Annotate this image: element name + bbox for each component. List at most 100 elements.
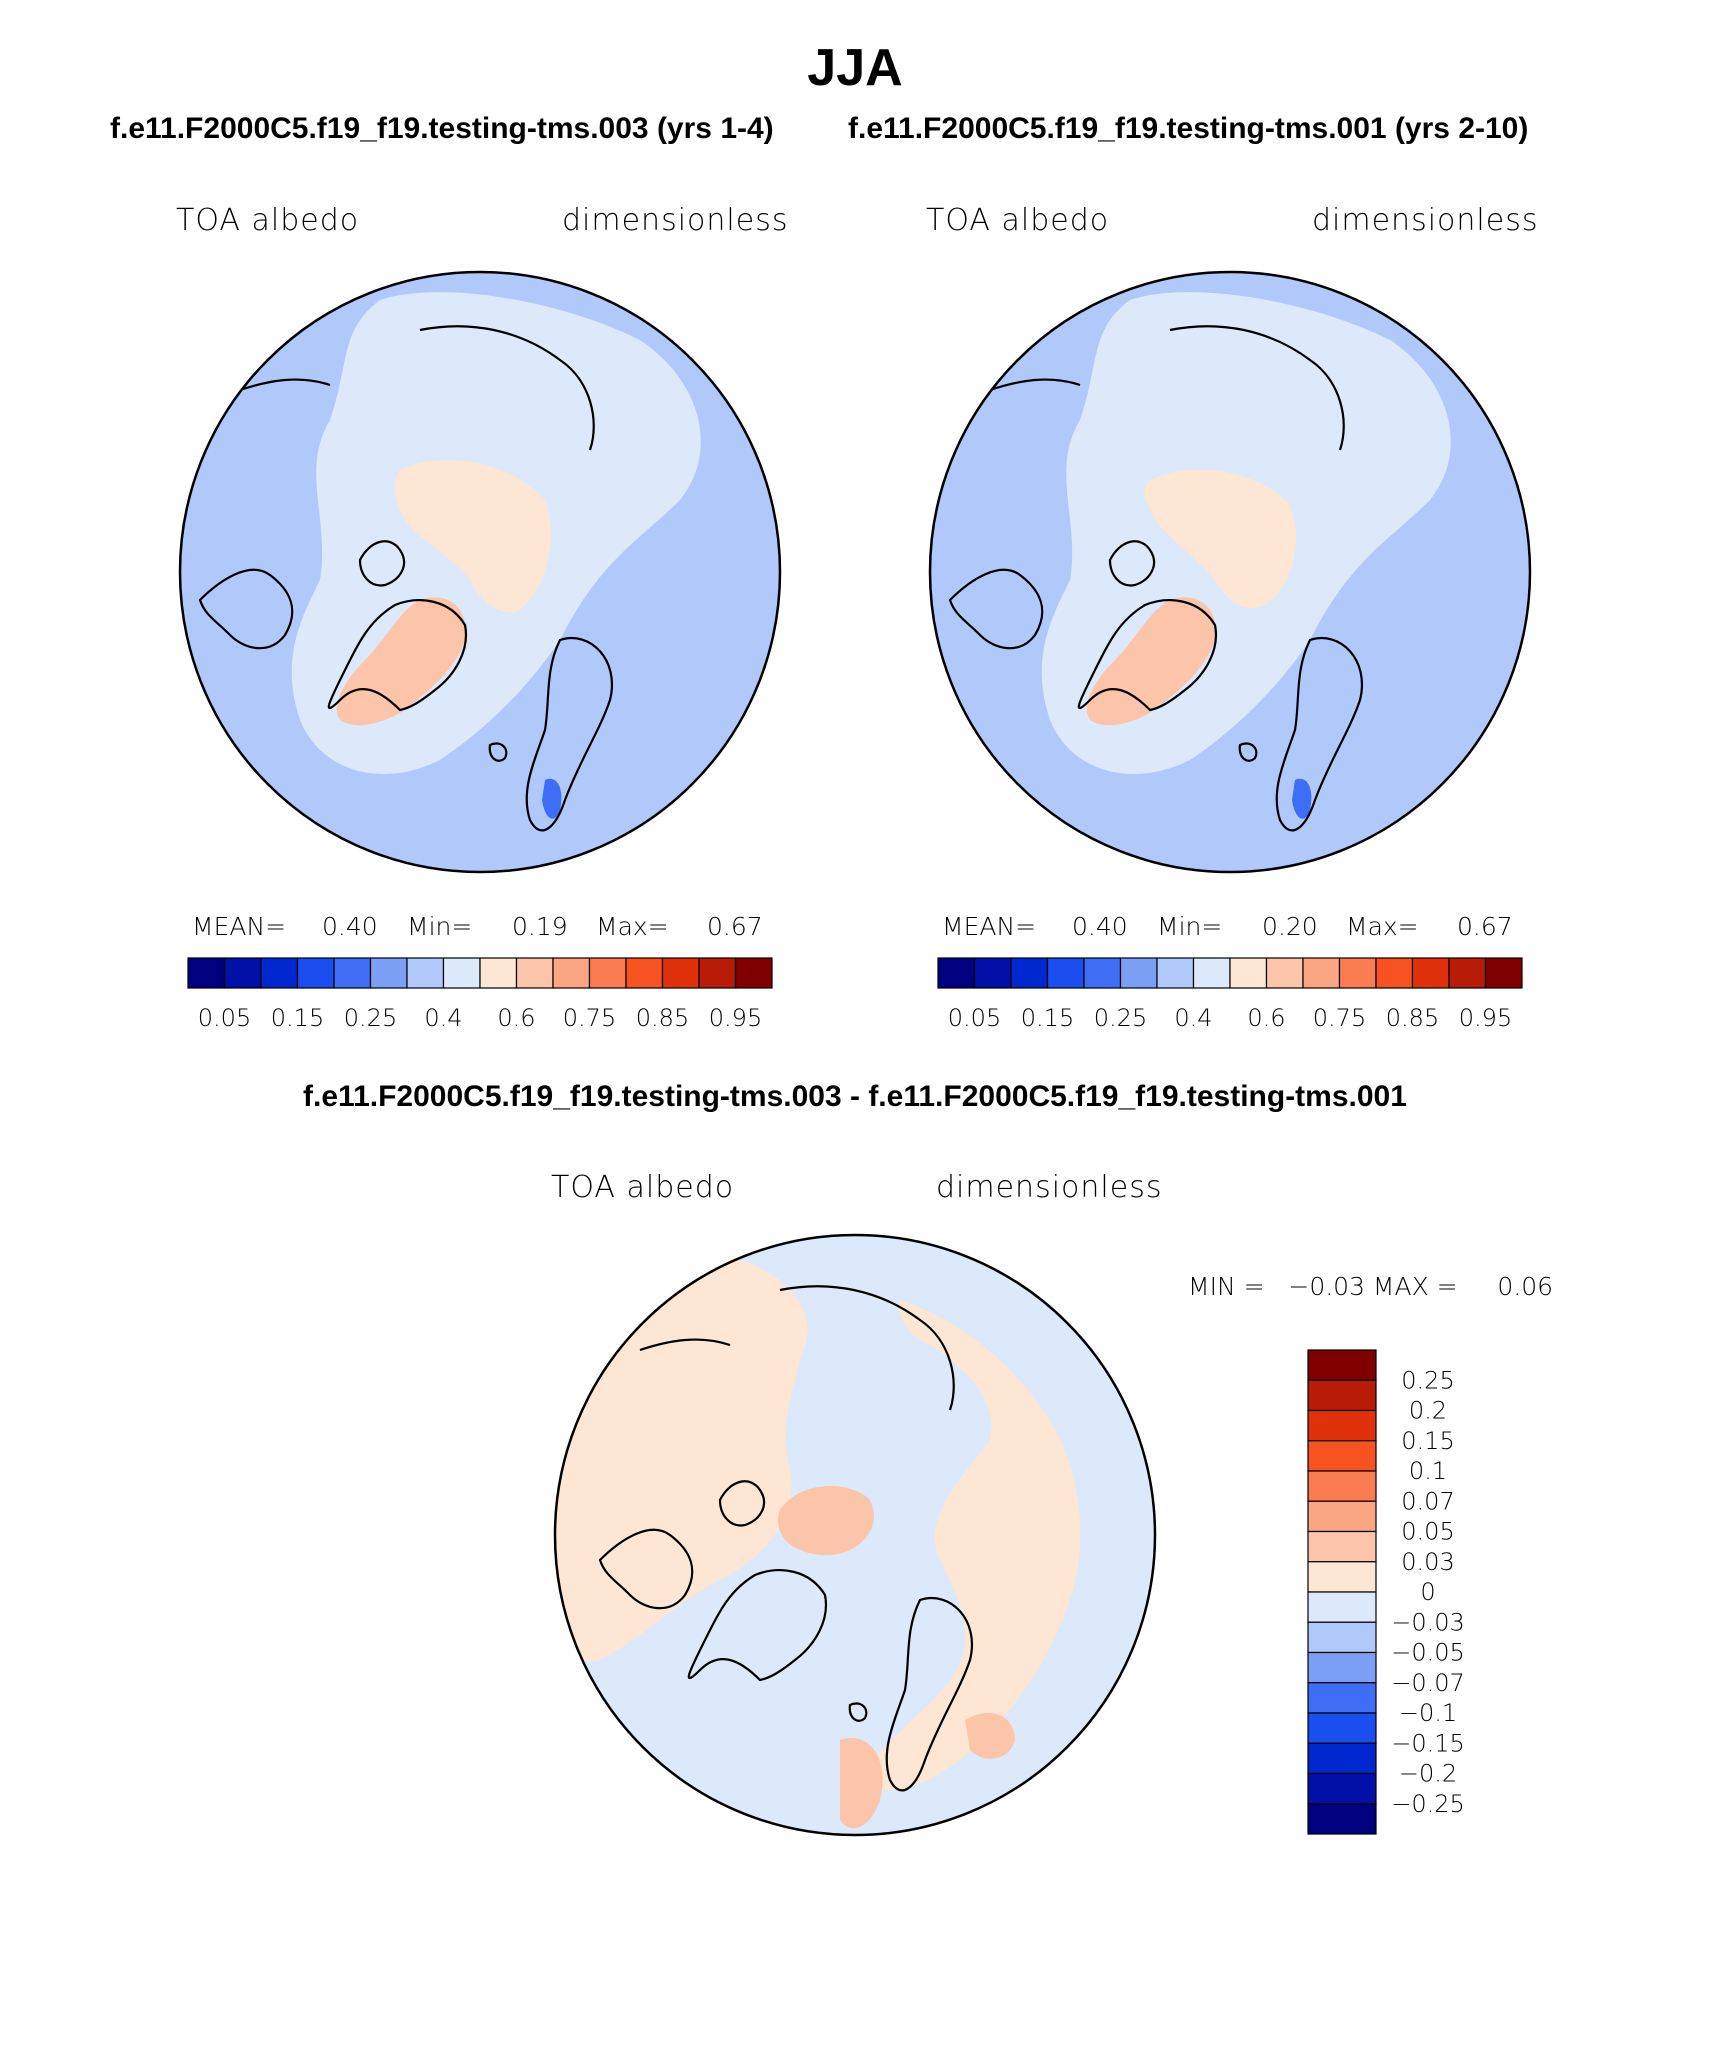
panel2-variable-label: TOA albedo	[926, 203, 1110, 238]
panel1-colorbar-tick-label: 0.75	[563, 1004, 616, 1032]
map1-archipelago-coast	[358, 540, 406, 587]
panel2-max-label: Max=	[1346, 912, 1419, 941]
panel3-colorbar-tick-label: −0.15	[1391, 1729, 1465, 1757]
panel2-colorbar-tick-label: 0.4	[1174, 1004, 1212, 1032]
panel2-map	[930, 272, 1530, 872]
panel1-colorbar-tick-label: 0.4	[424, 1004, 462, 1032]
map3-siberia-coast	[779, 1285, 955, 1411]
panel3-colorbar-tick-label: −0.25	[1391, 1790, 1465, 1818]
panel2-colorbar-swatch	[1338, 957, 1377, 989]
panel1-colorbar-swatch	[187, 957, 226, 989]
figure-title: JJA	[807, 39, 903, 97]
panel3-map	[555, 1235, 1155, 1835]
map3-archipelago-coast	[718, 1480, 766, 1527]
panel3-colorbar-swatch	[1307, 1470, 1377, 1502]
map3-warm-region-west	[555, 1258, 808, 1662]
panel2-min-value: 0.20	[1262, 912, 1318, 941]
panel3-colorbar-tick-label: 0.03	[1401, 1548, 1454, 1576]
panel3-colorbar-tick-label: 0.15	[1401, 1427, 1454, 1455]
panel2-colorbar-swatch	[1375, 957, 1414, 989]
panel3-colorbar-tick-label: 0.25	[1401, 1366, 1454, 1394]
panel3-colorbar-swatch	[1307, 1803, 1377, 1835]
panel2-colorbar-swatch	[973, 957, 1012, 989]
panel3-colorbar-swatch	[1307, 1379, 1377, 1412]
panel3-colorbar-tick-label: 0.05	[1401, 1518, 1454, 1546]
panel3-colorbar-swatch	[1307, 1621, 1377, 1654]
panel1-colorbar-tick-label: 0.05	[198, 1004, 251, 1032]
panel1-colorbar-tick-label: 0.6	[497, 1004, 535, 1032]
panel3-colorbar-swatch	[1307, 1772, 1377, 1805]
panel1-case-title: f.e11.F2000C5.f19_f19.testing-tms.003 (y…	[110, 112, 774, 145]
panel1-min-value: 0.19	[512, 912, 568, 941]
panel2-colorbar-tick-label: 0.25	[1094, 1004, 1147, 1032]
panel2-colorbar-tick-label: 0.95	[1459, 1004, 1512, 1032]
panel1-colorbar-swatch	[333, 957, 372, 989]
panel2-colorbar-tick-label: 0.6	[1247, 1004, 1285, 1032]
panel3-colorbar-tick-label: −0.2	[1399, 1760, 1457, 1788]
map2-siberia-coast	[1169, 325, 1345, 451]
panel1-max-value: 0.67	[707, 912, 763, 941]
panel2-colorbar-swatch	[1265, 957, 1304, 989]
panel1-colorbar-tick-label: 0.25	[344, 1004, 397, 1032]
panel2-colorbar-tick-label: 0.05	[948, 1004, 1001, 1032]
panel2-units-label: dimensionless	[1312, 203, 1539, 238]
panel1-colorbar-swatch	[588, 957, 627, 989]
panel2-colorbar-swatch	[1010, 957, 1049, 989]
panel1-colorbar-swatch	[406, 957, 445, 989]
map1-dark-patch-baltic	[542, 778, 562, 819]
map1-polar-warm-region	[394, 460, 551, 613]
map3-greenland-coast	[687, 1569, 828, 1682]
panel1-colorbar-swatch	[515, 957, 554, 989]
panel3-colorbar-tick-label: 0.1	[1409, 1457, 1447, 1485]
panel2-mean-value: 0.40	[1072, 912, 1128, 941]
panel2-colorbar-swatch	[1156, 957, 1195, 989]
panel3-colorbar-swatch	[1307, 1591, 1377, 1623]
map3-warm-region-east	[860, 1300, 1081, 1791]
map2-archipelago-coast	[1108, 540, 1156, 587]
panel2-colorbar-tick-label: 0.85	[1386, 1004, 1439, 1032]
panel2-colorbar-swatch	[1484, 957, 1523, 989]
panel3-colorbar-swatch	[1307, 1712, 1377, 1744]
panel3-colorbar-tick-label: 0.2	[1409, 1397, 1447, 1425]
panel1-colorbar-tick-label: 0.15	[271, 1004, 324, 1032]
panel1-variable-label: TOA albedo	[176, 203, 360, 238]
panel3-colorbar: 0.250.20.150.10.070.050.030−0.03−0.05−0.…	[1307, 1349, 1465, 1835]
panel2-colorbar: 0.05 0.15 0.25 0.4 0.6 0.75 0.85 0.95	[937, 957, 1523, 1032]
panel1-colorbar-swatch	[223, 957, 262, 989]
map1-siberia-coast	[419, 325, 595, 451]
panel2-colorbar-tick-label: 0.75	[1313, 1004, 1366, 1032]
map1-canada-coast	[198, 568, 294, 650]
panel3-colorbar-swatch	[1307, 1651, 1377, 1684]
map3-scandinavia-coast	[885, 1597, 973, 1792]
panel1-colorbar-swatch	[661, 957, 700, 989]
panel3-colorbar-tick-label: 0.07	[1401, 1487, 1454, 1515]
panel2-colorbar-swatch	[1046, 957, 1085, 989]
panel1-colorbar-swatch	[625, 957, 664, 989]
panel1-colorbar-swatch	[698, 957, 737, 989]
map2-canada-coast	[948, 568, 1044, 650]
panel3-colorbar-swatch	[1307, 1742, 1377, 1775]
panel1-colorbar-swatch	[479, 957, 518, 989]
panel1-mean-label: MEAN=	[192, 912, 287, 941]
panel3-min-max: MIN = −0.03 MAX = 0.06	[1188, 1272, 1554, 1301]
panel1-colorbar: 0.05 0.15 0.25 0.4 0.6 0.75 0.85 0.95	[187, 957, 773, 1032]
panel1-colorbar-swatch	[260, 957, 299, 989]
panel3-colorbar-swatch	[1307, 1349, 1377, 1381]
panel2-case-title: f.e11.F2000C5.f19_f19.testing-tms.001 (y…	[848, 112, 1529, 145]
panel3-colorbar-swatch	[1307, 1530, 1377, 1563]
panel2-colorbar-swatch	[1411, 957, 1450, 989]
map1-iceland-coast	[488, 742, 508, 762]
panel1-coastlines	[198, 325, 613, 832]
map2-alaska-coast	[989, 378, 1081, 392]
panel2-colorbar-swatch	[1302, 957, 1341, 989]
panel1-min-label: Min=	[407, 912, 473, 941]
map2-boundary	[928, 270, 1532, 874]
panel1-mean-value: 0.40	[322, 912, 378, 941]
map1-boundary	[178, 270, 782, 874]
map1-greenland-region	[336, 597, 466, 726]
panel2-min-label: Min=	[1157, 912, 1223, 941]
map1-greenland-coast	[327, 599, 468, 712]
panel3-colorbar-tick-label: −0.1	[1399, 1699, 1457, 1727]
map1-scandinavia-coast	[525, 637, 613, 832]
panel1-colorbar-tick-label: 0.95	[709, 1004, 762, 1032]
